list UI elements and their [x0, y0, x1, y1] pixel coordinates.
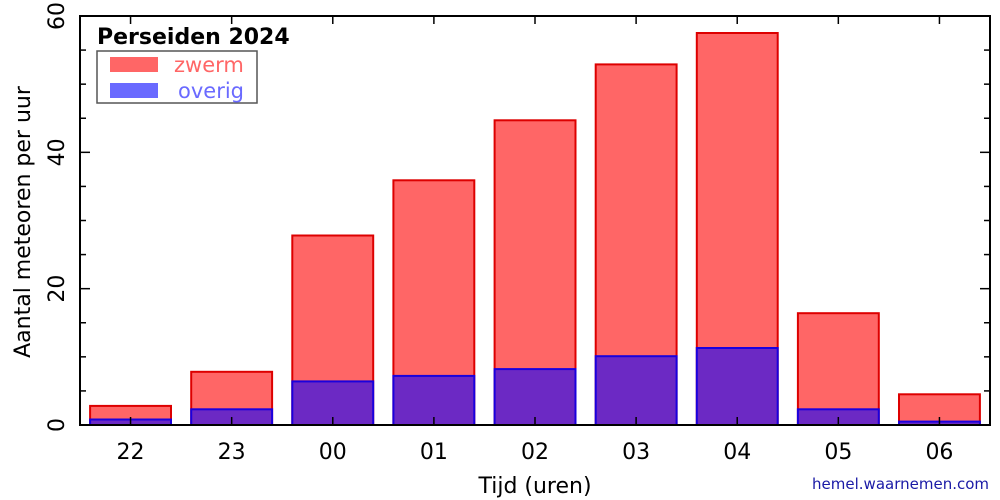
legend-label-zwerm: zwerm: [174, 53, 244, 77]
y-tick-label: 20: [45, 275, 70, 303]
y-tick-label: 60: [45, 2, 70, 30]
y-tick-label: 0: [45, 418, 70, 432]
bar-zwerm-05: [796, 312, 880, 427]
chart-title: Perseiden 2024: [97, 25, 290, 50]
x-tick-label: 06: [925, 440, 953, 465]
y-axis-title: Aantal meteoren per uur: [11, 85, 36, 358]
bar-overig-03: [594, 355, 678, 427]
legend-swatch-overig: [110, 83, 158, 98]
legend-swatch-zwerm: [110, 57, 158, 72]
bar-overig-02: [493, 368, 577, 427]
x-tick-label: 03: [622, 440, 650, 465]
x-tick-label: 22: [117, 440, 145, 465]
x-tick-label: 02: [521, 440, 549, 465]
x-tick-label: 04: [723, 440, 751, 465]
credit-text: hemel.waarnemen.com: [812, 475, 989, 493]
x-tick-label: 05: [824, 440, 852, 465]
bar-overig-04: [695, 347, 779, 426]
y-tick-label: 40: [45, 138, 70, 166]
x-tick-label: 01: [420, 440, 448, 465]
legend-label-overig: overig: [178, 79, 244, 103]
x-axis-title: Tijd (uren): [477, 474, 591, 499]
legend: Perseiden 2024 zwerm overig: [96, 25, 290, 104]
x-tick-label: 00: [319, 440, 347, 465]
x-tick-label: 23: [218, 440, 246, 465]
